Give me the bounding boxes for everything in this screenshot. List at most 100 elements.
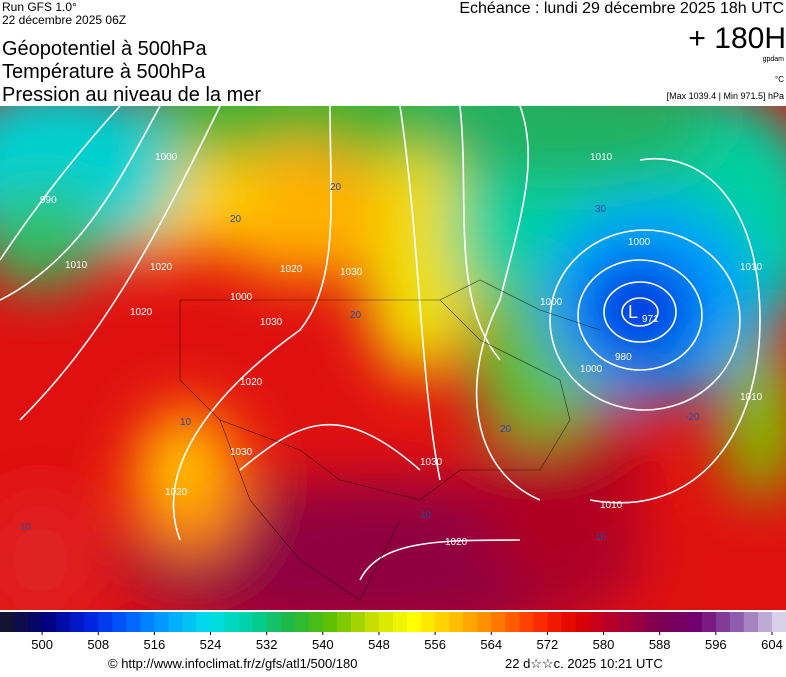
colorbar-swatch bbox=[238, 612, 254, 632]
colorbar-swatch bbox=[491, 612, 506, 632]
colorbar-swatch bbox=[112, 612, 127, 632]
colorbar-swatch bbox=[280, 612, 296, 632]
lead-time: + 180H bbox=[688, 22, 786, 55]
colorbar-swatch bbox=[168, 612, 183, 632]
colorbar-swatch bbox=[0, 612, 15, 632]
isobar-label: 1010 bbox=[590, 152, 613, 163]
colorbar-swatch bbox=[210, 612, 226, 632]
colorbar-label: 548 bbox=[368, 637, 390, 652]
temp-label: 10 bbox=[20, 522, 32, 533]
map: 9901000101010201000102010301020103010201… bbox=[0, 106, 786, 610]
colorbar-swatch bbox=[294, 612, 310, 632]
colorbar-swatch bbox=[182, 612, 197, 632]
isobar-label: 1020 bbox=[165, 487, 188, 498]
isobar-label: 1020 bbox=[280, 264, 303, 275]
colorbar-swatch bbox=[336, 612, 352, 632]
colorbar-swatch bbox=[154, 612, 169, 632]
colorbar-label: 524 bbox=[200, 637, 222, 652]
title-1: Géopotentiel à 500hPa bbox=[2, 38, 207, 60]
isobar-label: 1010 bbox=[740, 392, 763, 403]
temp-label: 20 bbox=[330, 182, 342, 193]
temp-label: -20 bbox=[685, 412, 700, 423]
colorbar-swatch bbox=[757, 612, 773, 632]
temp-label: 10 bbox=[595, 532, 607, 543]
colorbar-swatch bbox=[308, 612, 324, 632]
colorbar-swatch bbox=[42, 612, 57, 632]
colorbar-swatch bbox=[533, 612, 548, 632]
colorbar-swatch bbox=[477, 612, 492, 632]
unit-temp: °C bbox=[775, 75, 784, 84]
temp-label: 20 bbox=[230, 214, 242, 225]
header-bg bbox=[0, 0, 786, 106]
colorbar-swatch bbox=[350, 612, 366, 632]
isobar-label: 1030 bbox=[340, 267, 363, 278]
temp-label: 20 bbox=[500, 424, 512, 435]
isobar-label: 1010 bbox=[740, 262, 763, 273]
colorbar-swatch bbox=[603, 612, 619, 632]
colorbar-swatch bbox=[322, 612, 338, 632]
colorbar-swatch bbox=[701, 612, 717, 632]
low-symbol: L bbox=[628, 302, 638, 322]
colorbar-label: 572 bbox=[537, 637, 559, 652]
isobar-label: 1030 bbox=[260, 317, 283, 328]
isobar-label: 1020 bbox=[240, 377, 263, 388]
isobar-label: 1000 bbox=[540, 297, 563, 308]
temp-label: 30 bbox=[595, 204, 607, 215]
colorbar: 500 508 516 524 532 540 548 556 564 572 580 588 596 6… bbox=[0, 612, 786, 652]
run: Run GFS 1.0° bbox=[2, 0, 77, 14]
temp-label: 10 bbox=[420, 510, 432, 521]
colorbar-swatch bbox=[126, 612, 141, 632]
unit-geo: gpdam bbox=[763, 56, 785, 63]
isobar-label: 1020 bbox=[130, 307, 153, 318]
colorbar-swatch bbox=[617, 612, 633, 632]
colorbar-swatch bbox=[84, 612, 99, 632]
footer-url: © http://www.infoclimat.fr/z/gfs/atl1/50… bbox=[108, 656, 357, 671]
colorbar-label: 532 bbox=[256, 637, 278, 652]
colorbar-swatch bbox=[70, 612, 85, 632]
colorbar-swatch bbox=[547, 612, 562, 632]
colorbar-swatch bbox=[729, 612, 745, 632]
pressure-range: [Max 1039.4 | Min 971.5] hPa bbox=[667, 91, 784, 101]
colorbar-swatch bbox=[56, 612, 71, 632]
colorbar-label: 588 bbox=[649, 637, 671, 652]
colorbar-label: 604 bbox=[761, 637, 783, 652]
colorbar-swatch bbox=[196, 612, 212, 632]
colorbar-swatch bbox=[589, 612, 605, 632]
footer-time: 22 d☆☆c. 2025 10:21 UTC bbox=[505, 656, 663, 671]
isobar-label: 1020 bbox=[445, 537, 468, 548]
colorbar-swatch bbox=[266, 612, 282, 632]
colorbar-label: 540 bbox=[312, 637, 334, 652]
isobar-label: 1000 bbox=[230, 292, 253, 303]
isobar-label: 1000 bbox=[580, 364, 603, 375]
isobar-label: 1010 bbox=[600, 500, 623, 511]
isobar-label: 1010 bbox=[65, 260, 88, 271]
run-date: 22 décembre 2025 06Z bbox=[2, 13, 126, 27]
isobar-label: 1030 bbox=[230, 447, 253, 458]
colorbar-swatch bbox=[407, 612, 422, 632]
isobar-label: 980 bbox=[615, 352, 632, 363]
colorbar-swatch bbox=[743, 612, 759, 632]
colorbar-label: 596 bbox=[705, 637, 727, 652]
colorbar-swatch bbox=[771, 612, 786, 632]
isobar-label: 1000 bbox=[155, 152, 178, 163]
colorbar-label: 556 bbox=[424, 637, 446, 652]
colorbar-swatch bbox=[378, 612, 394, 632]
colorbar-swatch bbox=[449, 612, 464, 632]
colorbar-swatch bbox=[673, 612, 689, 632]
low-value: 971 bbox=[642, 314, 659, 325]
colorbar-swatch bbox=[631, 612, 647, 632]
colorbar-label: 508 bbox=[87, 637, 109, 652]
colorbar-swatch bbox=[561, 612, 576, 632]
echeance: Echéance : lundi 29 décembre 2025 18h UT… bbox=[459, 0, 784, 17]
title-3: Pression au niveau de la mer bbox=[2, 84, 261, 106]
colorbar-swatch bbox=[687, 612, 703, 632]
colorbar-swatch bbox=[519, 612, 534, 632]
isobar-label: 1020 bbox=[150, 262, 173, 273]
isobar-label: 1000 bbox=[628, 237, 651, 248]
colorbar-swatch bbox=[252, 612, 268, 632]
isobar-label: 1030 bbox=[420, 457, 443, 468]
isobar-label: 990 bbox=[40, 195, 57, 206]
colorbar-swatch bbox=[98, 612, 113, 632]
colorbar-swatch bbox=[364, 612, 380, 632]
